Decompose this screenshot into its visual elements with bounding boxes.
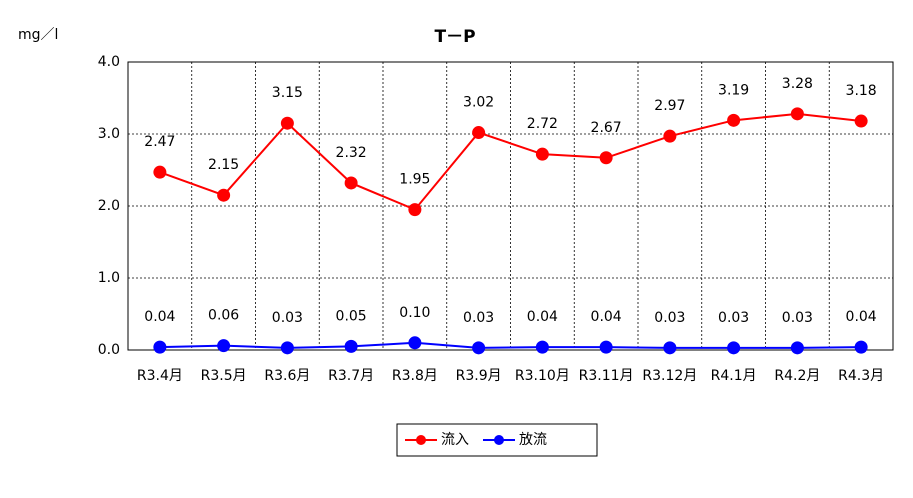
data-label: 0.04	[591, 309, 622, 325]
x-tick-label: R3.10月	[515, 368, 570, 384]
data-point	[217, 339, 231, 353]
data-label: 0.05	[336, 308, 367, 324]
data-point	[599, 340, 613, 354]
y-tick-label: 0.0	[98, 342, 120, 358]
x-tick-label: R3.12月	[642, 368, 697, 384]
data-point	[153, 165, 167, 179]
x-tick-label: R3.7月	[328, 368, 374, 384]
legend-label: 放流	[519, 432, 547, 448]
data-point	[408, 336, 422, 350]
data-label: 2.67	[591, 120, 622, 136]
y-tick-label: 3.0	[98, 126, 120, 142]
x-tick-label: R3.5月	[201, 368, 247, 384]
data-label: 0.03	[463, 310, 494, 326]
data-point	[153, 340, 167, 354]
data-point	[472, 341, 486, 355]
data-label: 0.04	[846, 309, 877, 325]
data-point	[280, 341, 294, 355]
data-label: 0.06	[208, 308, 239, 324]
legend-marker	[494, 435, 504, 445]
legend-label: 流入	[441, 432, 469, 448]
data-label: 0.04	[144, 309, 175, 325]
data-point	[599, 151, 613, 165]
data-label: 0.03	[718, 310, 749, 326]
data-label: 2.97	[654, 98, 685, 114]
data-label: 3.15	[272, 85, 303, 101]
x-tick-label: R3.9月	[456, 368, 502, 384]
series-line	[159, 112, 862, 211]
data-label: 0.03	[782, 310, 813, 326]
data-point	[727, 341, 741, 355]
x-tick-label: R3.11月	[579, 368, 634, 384]
data-point	[408, 203, 422, 217]
data-point	[854, 340, 868, 354]
data-label: 2.47	[144, 134, 175, 150]
series-line	[159, 341, 862, 349]
data-label: 1.95	[399, 172, 430, 188]
data-point	[727, 113, 741, 127]
chart-title: T－P	[434, 27, 475, 47]
legend-marker	[416, 435, 426, 445]
data-label: 0.03	[654, 310, 685, 326]
data-label: 0.10	[399, 305, 430, 321]
data-point	[790, 341, 804, 355]
data-label: 3.02	[463, 95, 494, 111]
data-label: 3.18	[846, 83, 877, 99]
data-label: 3.19	[718, 82, 749, 98]
x-tick-label: R3.8月	[392, 368, 438, 384]
x-tick-label: R4.1月	[711, 368, 757, 384]
data-label: 2.72	[527, 116, 558, 132]
data-point	[280, 116, 294, 130]
data-point	[663, 129, 677, 143]
y-tick-label: 4.0	[98, 54, 120, 70]
y-axis-label: mg／l	[18, 27, 58, 43]
x-tick-label: R3.6月	[264, 368, 310, 384]
y-tick-label: 1.0	[98, 270, 120, 286]
data-point	[535, 147, 549, 161]
data-point	[217, 188, 231, 202]
data-point	[472, 126, 486, 140]
x-tick-label: R4.2月	[774, 368, 820, 384]
data-point	[535, 340, 549, 354]
data-point	[344, 339, 358, 353]
data-label: 2.15	[208, 157, 239, 173]
data-label: 0.04	[527, 309, 558, 325]
y-tick-label: 2.0	[98, 198, 120, 214]
data-point	[854, 114, 868, 128]
data-label: 3.28	[782, 76, 813, 92]
data-label: 0.03	[272, 310, 303, 326]
x-tick-label: R4.3月	[838, 368, 884, 384]
data-point	[344, 176, 358, 190]
data-point	[790, 107, 804, 121]
x-tick-label: R3.4月	[137, 368, 183, 384]
data-label: 2.32	[336, 145, 367, 161]
data-point	[663, 341, 677, 355]
